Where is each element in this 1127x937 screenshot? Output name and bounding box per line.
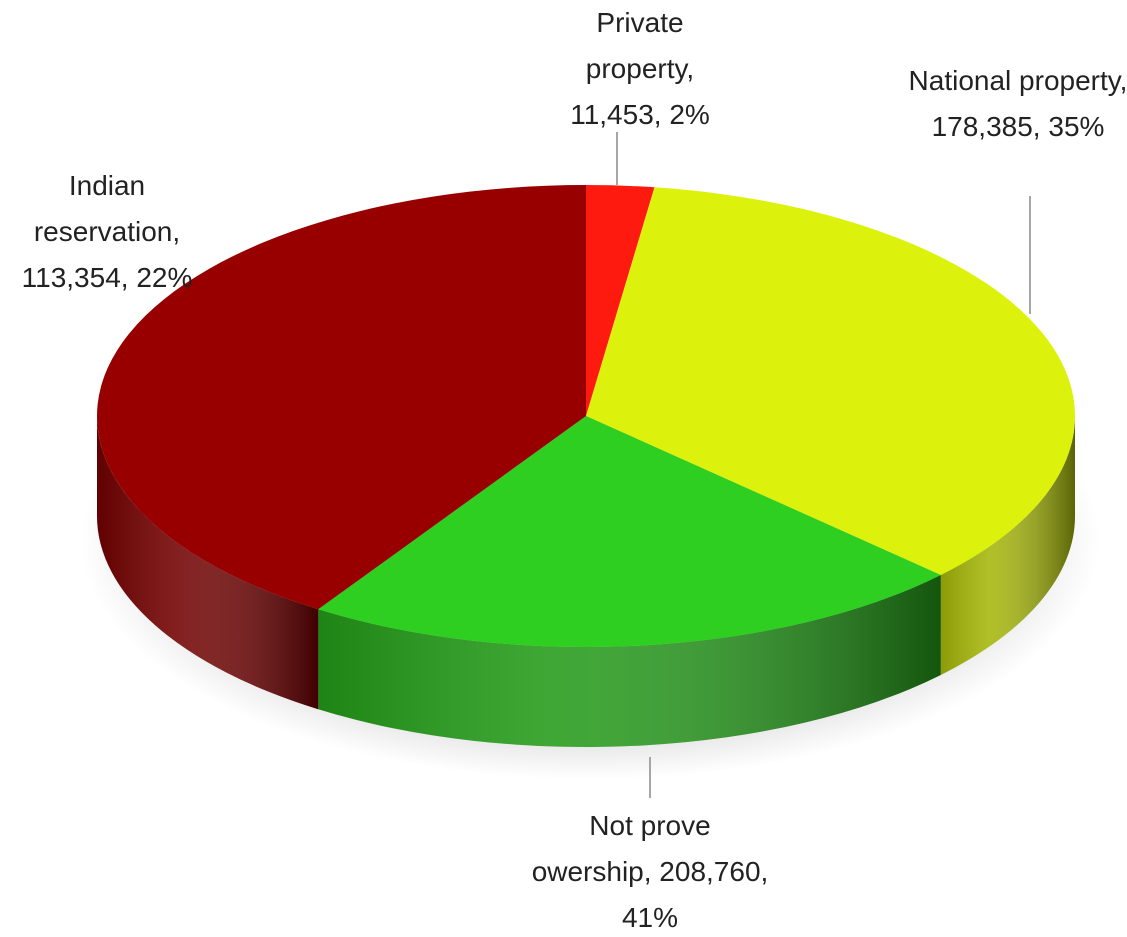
slice-side bbox=[318, 574, 941, 747]
leader-lines bbox=[616, 132, 1031, 798]
slice-side bbox=[97, 416, 319, 710]
slice-side bbox=[940, 416, 1075, 675]
slice bbox=[586, 185, 655, 416]
data-label: Not prove owership, 208,760, 41% bbox=[531, 810, 769, 933]
side-shade bbox=[940, 416, 1075, 675]
data-label: National property, 178,385, 35% bbox=[908, 65, 1127, 142]
slice bbox=[97, 185, 587, 610]
pie-sides bbox=[97, 416, 1075, 747]
data-label: Indian reservation, 113,354, 22% bbox=[21, 170, 193, 293]
side-shade bbox=[97, 416, 319, 710]
pie-tops bbox=[97, 185, 1075, 647]
data-label: Private property, 11,453, 2% bbox=[570, 7, 710, 130]
side-shade bbox=[318, 574, 941, 747]
slice bbox=[318, 416, 941, 647]
slice bbox=[586, 187, 1075, 575]
